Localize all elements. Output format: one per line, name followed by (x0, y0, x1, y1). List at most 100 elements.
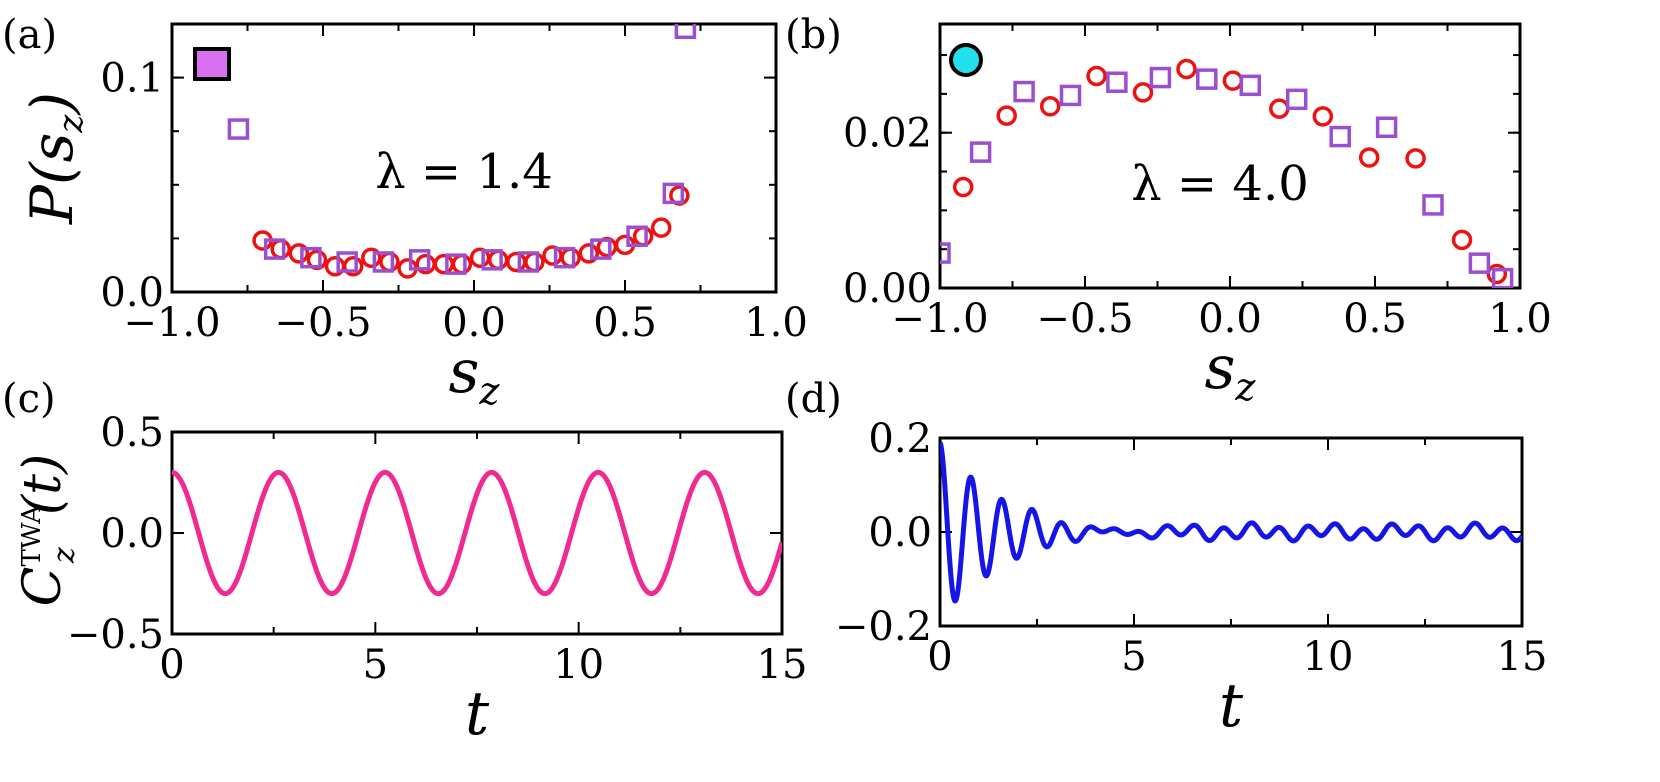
data-point-circle (650, 217, 672, 238)
x-tick-label: 10 (1303, 634, 1354, 680)
y-tick-label: 0.0 (868, 510, 932, 556)
x-tick-label: 10 (553, 642, 604, 688)
data-point-circle (342, 256, 364, 277)
x-tick-label: −1.0 (123, 300, 220, 346)
data-point-circle (560, 247, 581, 268)
data-point-square (300, 246, 322, 269)
data-point-circle (1222, 70, 1244, 91)
x-tick-label: 5 (1121, 634, 1146, 680)
panel-label: (b) (785, 12, 842, 58)
data-point-square (517, 251, 540, 273)
x-tick-label: −0.5 (1036, 296, 1133, 342)
data-point-circle (1132, 82, 1154, 103)
data-point-square (1375, 116, 1398, 139)
plot-frame (170, 430, 784, 636)
y-tick-label: 0.00 (843, 266, 932, 312)
x-axis-title: sz (1205, 333, 1257, 409)
data-point-circle (361, 247, 382, 268)
data-point-square (1422, 194, 1444, 216)
data-point-circle (451, 253, 473, 275)
data-point-circle (578, 243, 600, 264)
data-point-circle (288, 243, 310, 264)
data-point-square (1196, 68, 1218, 90)
data-marks (940, 441, 1522, 604)
lambda-annotation: λ = 4.0 (1131, 156, 1309, 212)
x-tick-label: 0.5 (593, 300, 657, 346)
data-point-square (1468, 252, 1491, 274)
data-point-square (1329, 125, 1351, 148)
data-point-circle (1486, 263, 1508, 285)
y-tick-label: 0.02 (843, 111, 932, 157)
data-point-square (940, 242, 951, 264)
data-point-circle (379, 251, 400, 273)
x-tick-label: 0 (159, 642, 184, 688)
data-point-square (408, 249, 431, 271)
x-axis-title: t (1219, 671, 1244, 741)
data-point-square (372, 251, 395, 273)
data-point-circle (952, 176, 974, 198)
data-point-circle (433, 253, 455, 275)
corner-marker-square (193, 47, 231, 81)
data-point-circle (1269, 98, 1290, 119)
data-marks (227, 24, 697, 279)
panel-b: −1.0 −0.5 0.0 0.5 1.0 0.00 0.02 (b) sz λ = 4.0 (785, 12, 1552, 409)
data-point-square (1239, 74, 1262, 97)
lambda-annotation: λ = 1.4 (375, 144, 553, 200)
panel-a: −1.0 −0.5 0.0 0.5 1.0 0.0 0.1 (a) sz λ = 1.4 P(sz) (2, 12, 808, 413)
data-point-square (662, 182, 685, 205)
data-point-circle (1086, 65, 1107, 87)
data-point-circle (1405, 148, 1426, 169)
y-axis-title: P(sz) (18, 92, 91, 225)
panel-label: (a) (2, 12, 57, 58)
data-point-square (1106, 71, 1128, 93)
data-point-square (263, 238, 286, 260)
panel-label: (c) (2, 376, 56, 422)
y-tick-label: −0.5 (67, 612, 164, 658)
data-marks (172, 469, 782, 597)
corner-marker-circle (949, 43, 983, 77)
data-point-circle (487, 249, 509, 271)
x-tick-label: 15 (1497, 634, 1548, 680)
data-point-circle (270, 238, 291, 260)
data-point-square (626, 225, 648, 248)
y-axis-title: CTWAz(t) (13, 454, 82, 607)
data-point-circle (1451, 229, 1473, 251)
data-point-square (481, 249, 503, 271)
panel-c: 0 5 10 15 −0.5 0.0 0.5 (c) t CTWAz(t) (2, 376, 807, 749)
data-point-circle (1039, 96, 1061, 117)
y-tick-label: −0.2 (835, 604, 932, 650)
data-point-square (445, 253, 467, 275)
x-axis-title: t (465, 679, 490, 749)
data-point-circle (996, 105, 1017, 126)
y-tick-label: 0.0 (100, 270, 164, 316)
data-point-circle (524, 251, 545, 273)
data-point-square (1059, 84, 1082, 107)
y-tick-label: 0.5 (100, 410, 164, 456)
x-tick-label: 1.0 (1488, 296, 1552, 342)
x-tick-label: −1.0 (891, 296, 988, 342)
y-tick-label: 0.2 (868, 416, 932, 462)
data-point-circle (1358, 147, 1380, 168)
data-point-square (227, 118, 250, 140)
data-point-square (674, 24, 697, 40)
data-marks (940, 58, 1514, 288)
data-point-square (969, 141, 992, 163)
data-point-square (590, 238, 612, 260)
data-point-square (336, 251, 358, 273)
y-tick-label: 0.1 (100, 56, 164, 102)
x-tick-label: 15 (757, 642, 808, 688)
data-point-circle (506, 251, 527, 273)
panel-d: 0 5 10 15 −0.2 0.0 0.2 (d) t (785, 376, 1547, 741)
x-tick-label: 0.0 (1198, 296, 1262, 342)
x-tick-label: 0 (927, 634, 952, 680)
series-line (172, 469, 782, 597)
ticks (171, 431, 783, 635)
ticks (939, 24, 1521, 289)
x-tick-label: 0.0 (442, 300, 506, 346)
data-point-square (1013, 80, 1035, 103)
data-point-square (553, 246, 576, 269)
x-tick-label: 1.0 (744, 300, 808, 346)
series-line (940, 441, 1522, 604)
x-tick-label: 0.5 (1343, 296, 1407, 342)
